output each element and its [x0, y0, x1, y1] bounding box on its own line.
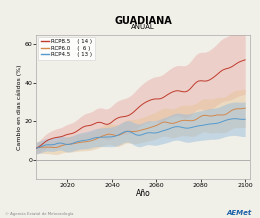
X-axis label: Año: Año [136, 189, 150, 198]
Title: GUADIANA: GUADIANA [114, 16, 172, 26]
Text: ANUAL: ANUAL [131, 24, 155, 30]
Text: AEMet: AEMet [227, 210, 252, 216]
Legend: RCP8.5    ( 14 ), RCP6.0    (  6 ), RCP4.5    ( 13 ): RCP8.5 ( 14 ), RCP6.0 ( 6 ), RCP4.5 ( 13… [38, 37, 95, 60]
Y-axis label: Cambio en dias cálidos (%): Cambio en dias cálidos (%) [16, 64, 22, 150]
Text: © Agencia Estatal de Meteorología: © Agencia Estatal de Meteorología [5, 212, 74, 216]
